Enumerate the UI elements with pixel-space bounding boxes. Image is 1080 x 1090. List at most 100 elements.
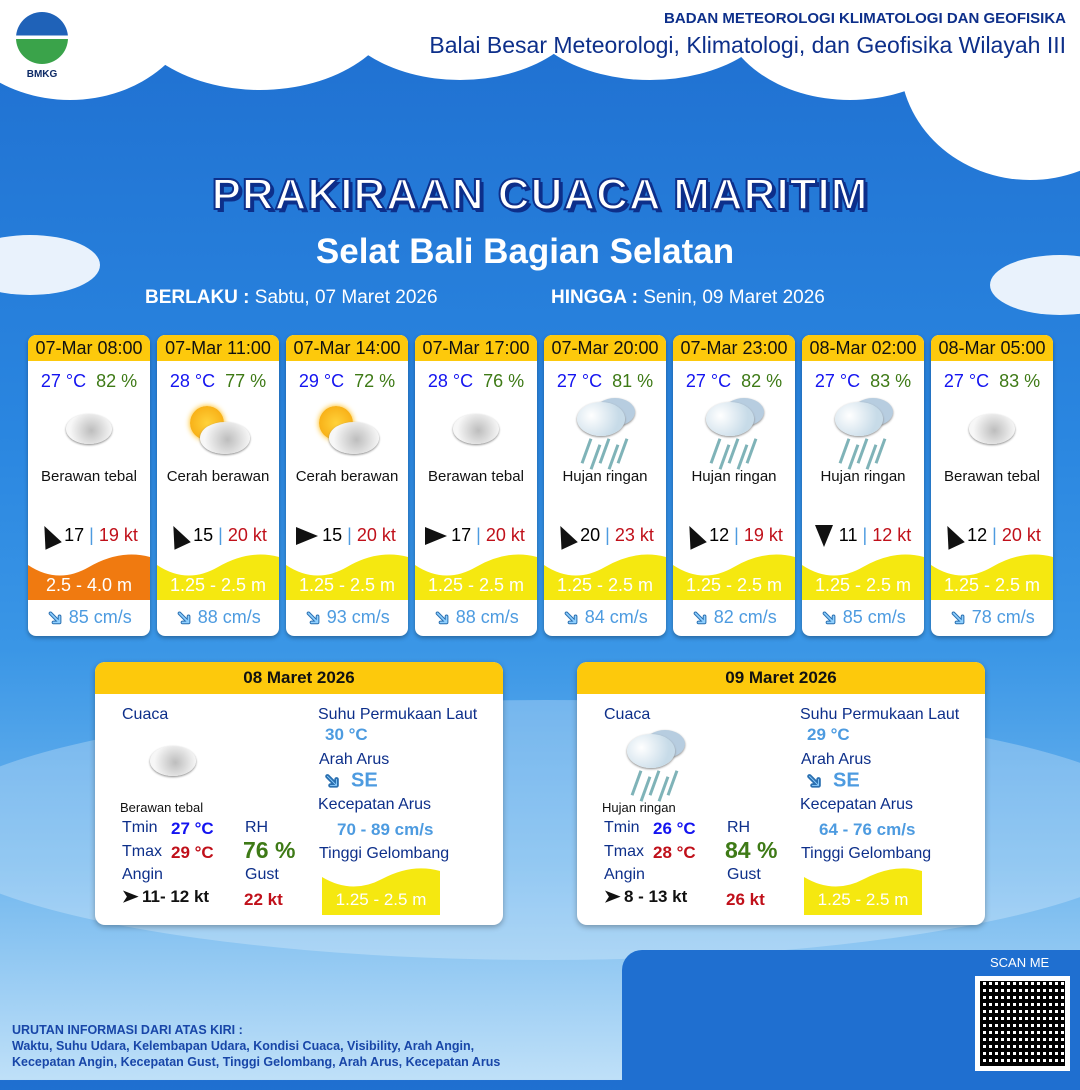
current-direction-arrow-icon: ➜ [814,602,846,634]
current-direction-arrow-icon: ➜ [169,602,201,634]
forecast-time: 07-Mar 14:00 [286,335,408,361]
wave-height-badge: 1.25 - 2.5 m [931,547,1053,600]
tmin-label: Tmin [604,819,640,836]
wind-arrow-icon: ➤ [603,887,621,906]
gust-speed: 23 kt [614,525,654,545]
wave-height-badge: 1.25 - 2.5 m [286,547,408,600]
humidity: 82 % [96,371,138,391]
tmin-value: 27 °C [171,819,214,838]
air-temp: 27 °C [814,371,861,391]
current-speed: 78 cm/s [971,606,1035,627]
gust-speed: 20 kt [485,525,525,545]
forecast-card: 07-Mar 20:00 27 °C 81 % Hujan ringan 20 … [544,335,666,636]
forecast-card: 07-Mar 23:00 27 °C 82 % Hujan ringan 12 … [673,335,795,636]
air-temp: 27 °C [40,371,87,391]
humidity: 77 % [225,371,267,391]
page-title: PRAKIRAAN CUACA MARITIM [211,169,869,220]
scan-me-label: SCAN ME [990,955,1050,970]
wave-height-badge: 1.25 - 2.5 m [673,547,795,600]
qr-code[interactable] [975,976,1070,1071]
valid-from: BERLAKU : Sabtu, 07 Maret 2026 [145,287,438,308]
gust-speed: 20 kt [227,525,267,545]
wind-direction-arrow-icon [552,522,578,551]
air-temp: 27 °C [685,371,732,391]
forecast-time: 08-Mar 02:00 [802,335,924,361]
current-direction-arrow-icon: ➜ [556,602,588,634]
weather-condition: Cerah berawan [295,468,399,485]
forecast-card: 08-Mar 02:00 27 °C 83 % Hujan ringan 11 … [802,335,924,636]
daily-wave-badge: 1.25 - 2.5 m [322,867,440,915]
forecast-card: 07-Mar 17:00 28 °C 76 % Berawan tebal 17… [415,335,537,636]
gust-value: 22 kt [244,890,283,909]
tmin-value: 26 °C [653,819,696,838]
daily-summary-panel: 09 Maret 2026 Cuaca Hujan ringan Tmin 26… [577,662,985,925]
current-direction-value: SE [833,769,860,792]
office-name: Balai Besar Meteorologi, Klimatologi, da… [429,32,1066,58]
humidity: 72 % [354,371,396,391]
weather-condition: Hujan ringan [562,468,648,485]
sst-value: 30 °C [325,725,368,744]
rh-value: 76 % [243,837,296,863]
weather-condition: Cerah berawan [166,468,270,485]
daily-condition: Hujan ringan [602,800,676,815]
current-speed: 84 cm/s [584,606,648,627]
humidity: 83 % [999,371,1041,391]
weather-condition: Berawan tebal [41,468,137,485]
current-direction-arrow-icon: ➜ [298,602,330,634]
forecast-card: 08-Mar 05:00 27 °C 83 % Berawan tebal 12… [931,335,1053,636]
current-direction-arrow-icon: ➜ [943,602,975,634]
gust-label: Gust [245,866,279,883]
wind-label: Angin [122,866,163,883]
current-speed: 88 cm/s [197,606,261,627]
wind-speed: 15 [322,525,343,545]
current-direction-arrow-icon: ➜ [317,765,349,797]
wave-label: Tinggi Gelombang [319,845,450,862]
daily-condition: Berawan tebal [120,800,204,815]
wind-direction-arrow-icon [296,527,319,546]
tmax-label: Tmax [604,843,644,860]
gust-speed: 12 kt [872,525,912,545]
gust-speed: 20 kt [356,525,396,545]
wind-direction-arrow-icon [814,525,833,548]
current-speed: 93 cm/s [326,606,390,627]
tmax-value: 28 °C [653,843,696,862]
gust-value: 26 kt [726,890,765,909]
footer-legend: URUTAN INFORMASI DARI ATAS KIRI : Waktu, … [12,1023,501,1069]
gust-speed: 19 kt [98,525,138,545]
current-direction-arrow-icon: ➜ [427,602,459,634]
forecast-time: 08-Mar 05:00 [931,335,1053,361]
wind-speed: 12 [709,525,730,545]
sst-label: Suhu Permukaan Laut [318,706,478,723]
daily-summary-panel: 08 Maret 2026 Cuaca Berawan tebal Tmin 2… [95,662,503,925]
current-speed-label: Kecepatan Arus [800,796,913,813]
agency-name: BADAN METEOROLOGI KLIMATOLOGI DAN GEOFIS… [664,10,1066,27]
daily-wave-badge: 1.25 - 2.5 m [804,867,922,915]
forecast-time: 07-Mar 17:00 [415,335,537,361]
current-speed: 85 cm/s [68,606,132,627]
wave-height-badge: 1.25 - 2.5 m [802,547,924,600]
daily-date: 08 Maret 2026 [95,662,503,694]
air-temp: 28 °C [169,371,216,391]
weather-label: Cuaca [604,706,651,723]
forecast-time: 07-Mar 08:00 [28,335,150,361]
humidity: 81 % [612,371,654,391]
rh-label: RH [245,819,269,836]
air-temp: 28 °C [427,371,474,391]
current-speed: 85 cm/s [842,606,906,627]
forecast-card: 07-Mar 11:00 28 °C 77 % Cerah berawan 15… [157,335,279,636]
air-temp: 27 °C [556,371,603,391]
weather-condition: Hujan ringan [820,468,906,485]
air-temp: 27 °C [943,371,990,391]
bmkg-logo: BMKG [14,12,70,82]
wind-direction-arrow-icon [36,522,62,551]
wind-speed: 11 [838,525,858,545]
rh-label: RH [727,819,751,836]
wave-label: Tinggi Gelombang [801,845,932,862]
wind-direction-arrow-icon [939,522,965,551]
weather-label: Cuaca [122,706,169,723]
tmax-value: 29 °C [171,843,214,862]
wind-speed: 15 [193,525,214,545]
wind-speed: 12 [967,525,988,545]
gust-speed: 20 kt [1001,525,1041,545]
forecast-card: 07-Mar 14:00 29 °C 72 % Cerah berawan 15… [286,335,408,636]
